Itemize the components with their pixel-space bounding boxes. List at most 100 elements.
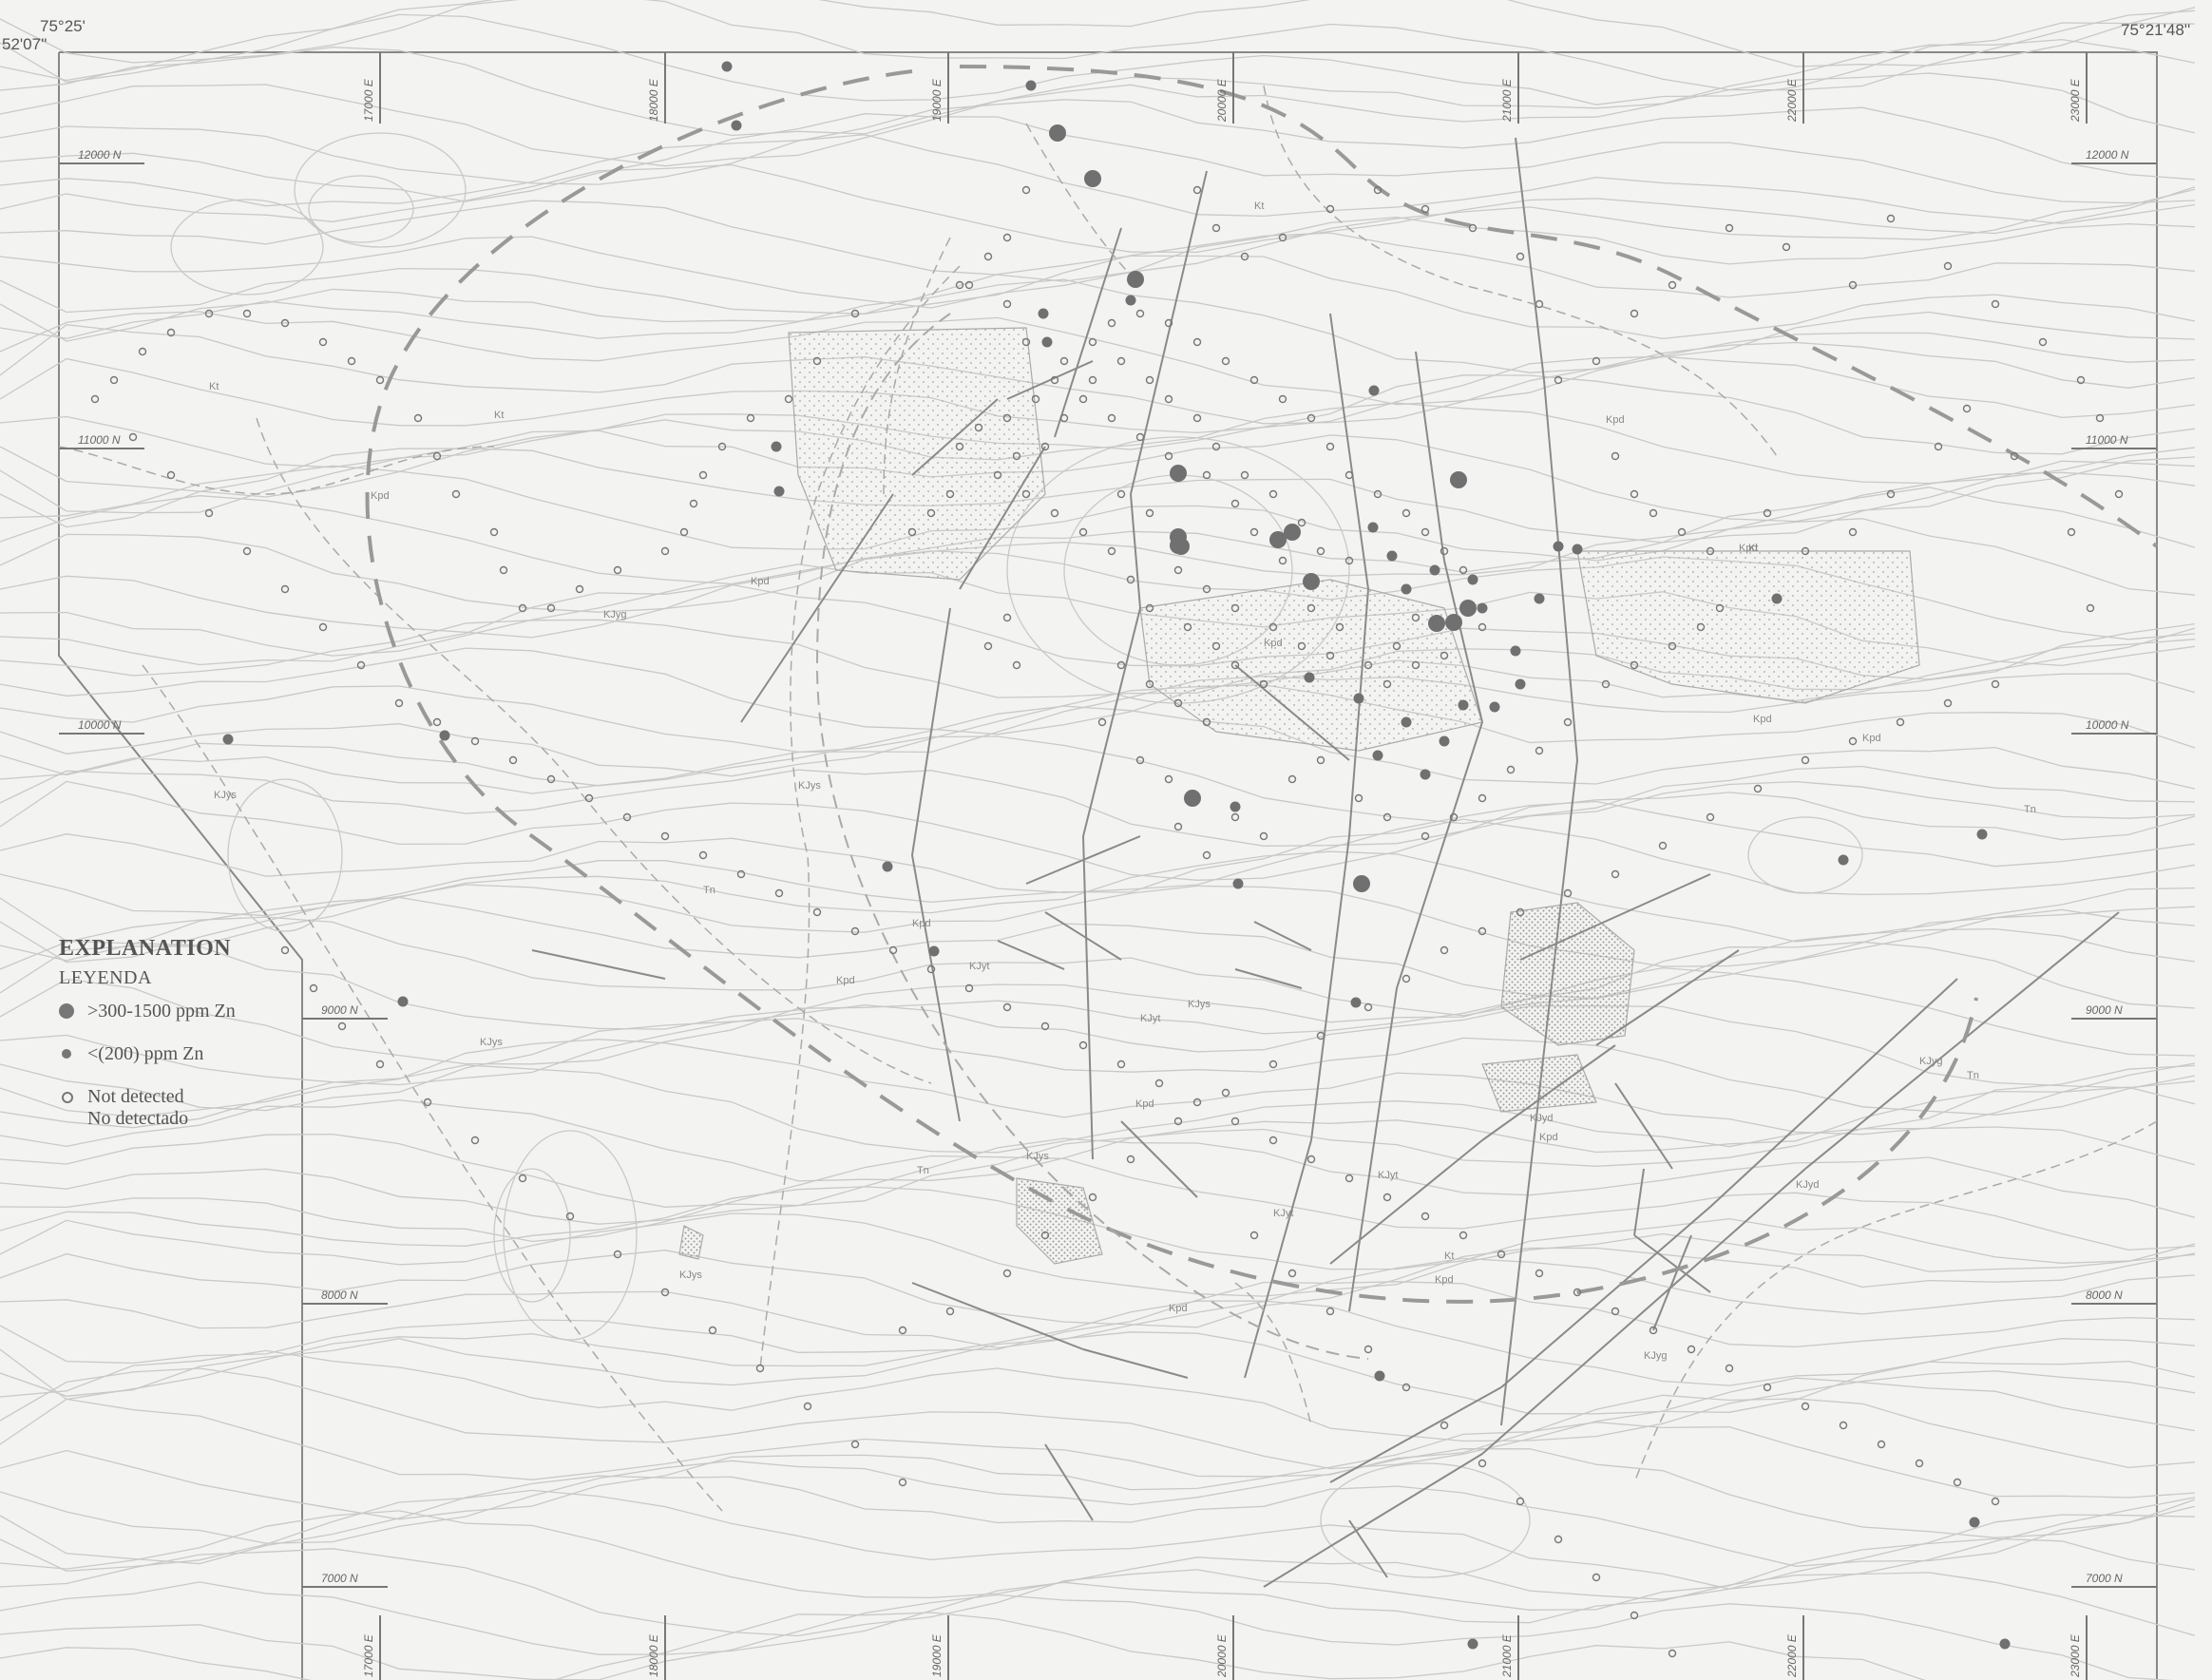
- contour-line: [0, 769, 2196, 847]
- sample-not-detected: [660, 831, 670, 841]
- unit-label: Kpd: [1435, 1274, 1454, 1286]
- sample-not-detected: [1848, 736, 1858, 746]
- contour-loop: [1320, 1462, 1531, 1578]
- sample-not-detected: [204, 508, 214, 518]
- stippled-area: [1481, 1054, 1597, 1113]
- sample-not-detected: [1706, 546, 1715, 556]
- sample-not-detected: [1221, 1088, 1230, 1098]
- stippled-area: [1016, 1177, 1103, 1265]
- sample-not-detected: [508, 755, 518, 765]
- sample-not-detected: [1278, 233, 1287, 242]
- sample-not-detected: [1630, 309, 1639, 318]
- sample-low-zn: [1771, 593, 1783, 604]
- contour-line: [0, 1612, 1926, 1680]
- fault-line: [1652, 1234, 1692, 1331]
- sample-not-detected: [1173, 822, 1183, 831]
- fault-line: [531, 949, 666, 980]
- sample-low-zn: [1838, 854, 1849, 866]
- sample-not-detected: [1116, 660, 1126, 670]
- sample-not-detected: [2095, 413, 2105, 423]
- sample-not-detected: [394, 698, 404, 708]
- sample-not-detected: [1183, 622, 1192, 632]
- sample-not-detected: [575, 584, 584, 594]
- map-legend: EXPLANATION LEYENDA >300-1500 ppm Zn <(2…: [59, 936, 306, 1130]
- unit-label: Kpd: [1169, 1303, 1188, 1314]
- sample-not-detected: [1268, 622, 1278, 632]
- sample-not-detected: [698, 470, 708, 480]
- geologic-contact: [142, 664, 723, 1512]
- sample-not-detected: [1516, 252, 1525, 261]
- sample-not-detected: [1563, 888, 1573, 898]
- sample-not-detected: [1306, 1155, 1316, 1164]
- legend-item-not-detected: Not detected No detectado: [59, 1086, 306, 1130]
- sample-not-detected: [1031, 394, 1040, 404]
- fault-line: [1500, 759, 1578, 1426]
- grid-ticks: [59, 52, 2157, 1680]
- contour-line: [0, 1572, 2196, 1655]
- sample-not-detected: [926, 964, 936, 974]
- sample-not-detected: [1287, 1269, 1297, 1278]
- sample-not-detected: [1934, 442, 1943, 451]
- easting-label-top: 20000 E: [1215, 78, 1229, 123]
- fault-line: [1329, 1386, 1502, 1483]
- sample-high-zn: [1450, 471, 1467, 488]
- stippled-area: [678, 1225, 704, 1260]
- sample-not-detected: [1012, 451, 1021, 461]
- sample-not-detected: [1592, 1573, 1601, 1582]
- sample-not-detected: [1088, 1193, 1097, 1202]
- fault-line: [1348, 588, 1369, 837]
- sample-not-detected: [375, 375, 385, 385]
- contour-line: [0, 1300, 2196, 1401]
- fault-line: [1234, 664, 1350, 761]
- sample-not-detected: [470, 1136, 480, 1145]
- sample-not-detected: [242, 309, 252, 318]
- contour-line: [0, 1510, 2196, 1600]
- sample-low-zn: [1553, 541, 1564, 552]
- northing-label-left: 10000 N: [78, 718, 122, 732]
- easting-label-bottom: 20000 E: [1215, 1633, 1229, 1678]
- sample-not-detected: [1088, 337, 1097, 347]
- contour-loop: [294, 132, 467, 248]
- sample-low-zn: [1477, 602, 1488, 614]
- sample-not-detected: [983, 641, 993, 651]
- contour-line: [0, 1086, 2196, 1182]
- contour-line: [0, 134, 2196, 224]
- contour-line: [0, 13, 2196, 105]
- sample-not-detected: [1877, 1440, 1886, 1449]
- sample-not-detected: [1325, 442, 1335, 451]
- sample-not-detected: [1002, 1002, 1012, 1012]
- contour-line: [0, 780, 2196, 881]
- unit-label: Kpd: [836, 975, 855, 986]
- northing-label-right: 8000 N: [2086, 1289, 2123, 1302]
- stippled-areas: [678, 327, 1920, 1265]
- sample-not-detected: [1497, 1250, 1506, 1259]
- sample-not-detected: [1421, 831, 1430, 841]
- sample-not-detected: [1249, 527, 1259, 537]
- sample-not-detected: [1344, 1174, 1354, 1183]
- sample-not-detected: [1116, 356, 1126, 366]
- sample-low-zn: [773, 486, 785, 497]
- sample-not-detected: [1344, 470, 1354, 480]
- fault-lines: [531, 137, 2120, 1588]
- fault-line: [1329, 1139, 1483, 1265]
- sample-low-zn: [731, 120, 742, 131]
- sample-not-detected: [584, 793, 594, 803]
- sample-not-detected: [1230, 603, 1240, 613]
- contour-line: [0, 1004, 2196, 1089]
- sample-not-detected: [1230, 1117, 1240, 1126]
- contour-loop: [308, 175, 414, 243]
- sample-not-detected: [413, 413, 423, 423]
- fault-line: [1396, 721, 1483, 989]
- fault-line: [1481, 1044, 1616, 1141]
- contour-line: [0, 1137, 2196, 1225]
- sample-not-detected: [1991, 679, 2000, 689]
- sample-not-detected: [689, 499, 698, 508]
- sample-not-detected: [1325, 651, 1335, 660]
- sample-not-detected: [1078, 1040, 1088, 1050]
- sample-not-detected: [1440, 546, 1449, 556]
- sample-not-detected: [1040, 1021, 1050, 1031]
- sample-not-detected: [1411, 613, 1421, 622]
- fault-line: [1044, 911, 1122, 961]
- sample-not-detected: [1763, 1383, 1772, 1392]
